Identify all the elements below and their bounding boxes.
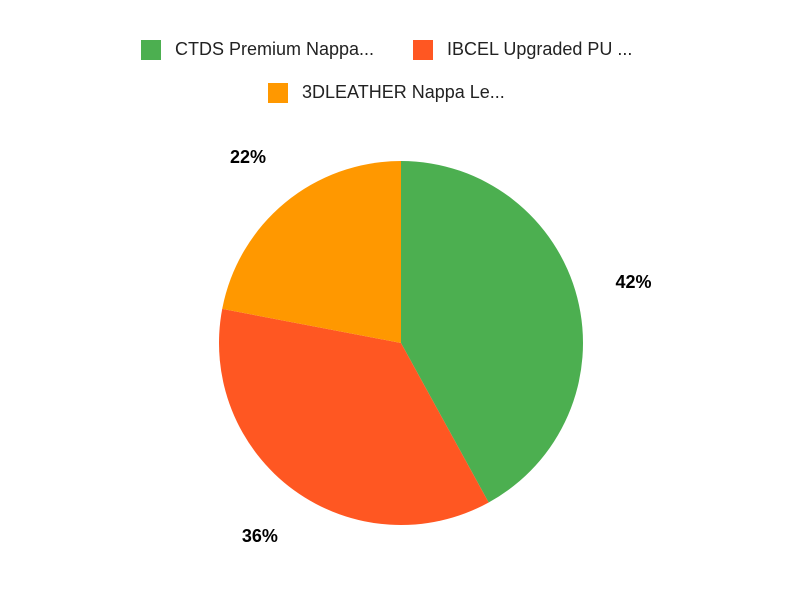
legend-text: IBCEL Upgraded PU ...: [447, 39, 632, 59]
pie-slice: [401, 161, 584, 503]
legend-swatch: [413, 40, 433, 60]
legend-swatch: [268, 83, 288, 103]
pie-slice: [219, 308, 489, 526]
legend-text: CTDS Premium Nappa...: [175, 39, 374, 59]
pie-slice: [222, 161, 401, 343]
value-label: 36%: [242, 526, 278, 546]
legend-text: 3DLEATHER Nappa Le...: [302, 82, 505, 102]
value-label: 22%: [230, 147, 266, 167]
value-label: 42%: [615, 272, 651, 292]
legend-swatch: [141, 40, 161, 60]
